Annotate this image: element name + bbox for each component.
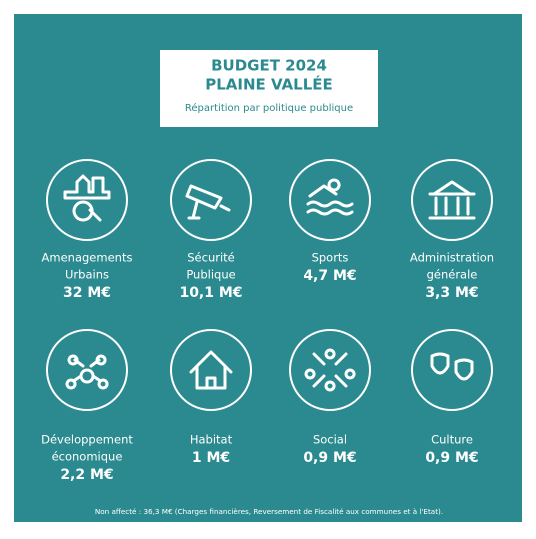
icon <box>65 354 109 390</box>
item-label: générale <box>427 268 478 282</box>
title-line: BUDGET 2024 <box>211 57 327 75</box>
item-label: Sports <box>312 251 349 265</box>
icon <box>306 178 354 216</box>
icon <box>430 352 474 381</box>
icon <box>185 184 231 220</box>
icon-circle <box>411 329 493 411</box>
item-amount: 32 M€ <box>63 285 111 301</box>
icon-circle <box>411 159 493 241</box>
item-label: économique <box>52 450 123 464</box>
item-label: Culture <box>431 433 473 447</box>
budget-item: Social 0,9 M€ <box>289 329 371 466</box>
budget-item: Sécurité Publique 10,1 M€ <box>170 159 252 301</box>
icon-circle <box>170 159 252 241</box>
item-amount: 0,9 M€ <box>425 450 478 466</box>
icon-circle <box>170 329 252 411</box>
item-label: Habitat <box>190 433 233 447</box>
item-label: Publique <box>186 268 235 282</box>
footer: Non affecté : 36,3 M€ (Charges financièr… <box>95 507 443 516</box>
item-amount: 0,9 M€ <box>303 450 356 466</box>
icon-circle <box>46 329 128 411</box>
budget-item: Culture 0,9 M€ <box>411 329 493 466</box>
item-amount: 10,1 M€ <box>179 285 242 301</box>
item-label: Social <box>313 433 347 447</box>
icon <box>189 350 233 390</box>
item-amount: 2,2 M€ <box>60 467 113 483</box>
item-label: Développement <box>41 433 133 447</box>
budget-item: Amenagements Urbains 32 M€ <box>42 159 133 301</box>
item-label: Urbains <box>65 268 109 282</box>
item-label: Administration <box>410 251 494 265</box>
item-amount: 1 M€ <box>192 450 230 466</box>
icon <box>304 348 356 392</box>
icon <box>63 174 111 222</box>
icon-circle <box>289 159 371 241</box>
item-label: Amenagements <box>42 251 133 265</box>
budget-item: Administration générale 3,3 M€ <box>410 159 494 301</box>
item-amount: 4,7 M€ <box>303 268 356 284</box>
subtitle: Répartition par politique publique <box>185 102 353 114</box>
budget-item: Habitat 1 M€ <box>170 329 252 466</box>
icon-circle <box>289 329 371 411</box>
icon-circle <box>46 159 128 241</box>
budget-item: Sports 4,7 M€ <box>289 159 371 284</box>
item-amount: 3,3 M€ <box>425 285 478 301</box>
title-line: PLAINE VALLÉE <box>205 75 333 94</box>
item-label: Sécurité <box>187 251 235 265</box>
title-box <box>160 50 378 127</box>
budget-item: Développement économique 2,2 M€ <box>41 329 133 483</box>
icon <box>428 180 476 220</box>
